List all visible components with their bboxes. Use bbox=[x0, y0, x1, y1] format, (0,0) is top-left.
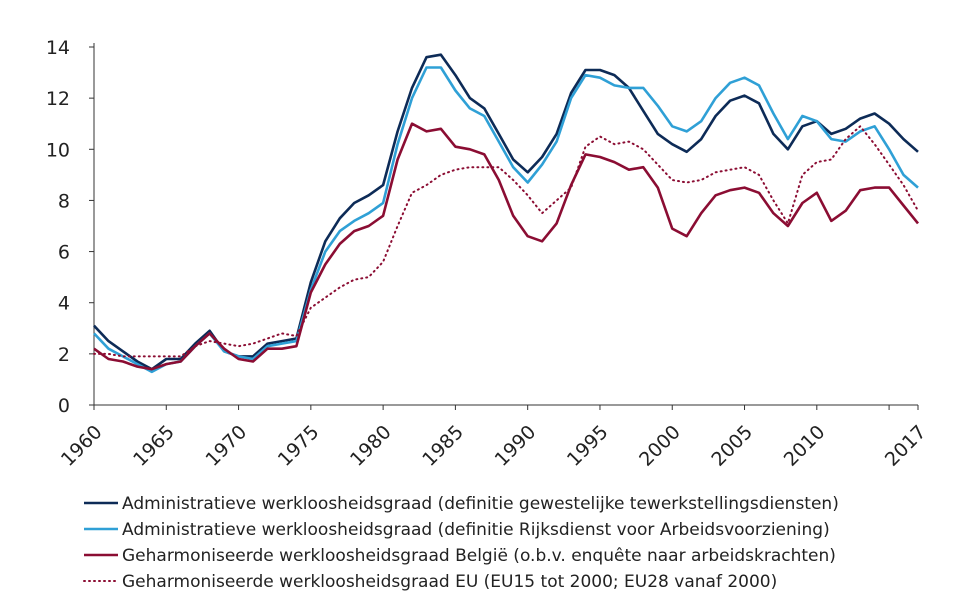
x-tick-label: 1975 bbox=[274, 421, 324, 471]
x-tick-label: 1990 bbox=[491, 421, 541, 471]
legend-label-2: Administratieve werkloosheidsgraad (defi… bbox=[122, 520, 830, 540]
x-tick-label: 1995 bbox=[563, 421, 613, 471]
y-tick-label: 14 bbox=[46, 37, 70, 59]
x-tick-label: 1970 bbox=[201, 421, 251, 471]
y-tick-label: 6 bbox=[58, 242, 70, 264]
x-tick-label: 1985 bbox=[418, 421, 468, 471]
legend-label-4: Geharmoniseerde werkloosheidsgraad EU (E… bbox=[122, 572, 777, 592]
y-tick-label: 10 bbox=[46, 139, 70, 161]
y-tick-label: 8 bbox=[58, 190, 70, 212]
y-tick-label: 0 bbox=[58, 395, 70, 417]
x-tick-label: 2010 bbox=[780, 421, 830, 471]
series-line-3 bbox=[93, 122, 920, 371]
legend-label-1: Administratieve werkloosheidsgraad (defi… bbox=[122, 494, 839, 514]
y-tick-label: 12 bbox=[46, 88, 70, 110]
x-tick-label: 1980 bbox=[346, 421, 396, 471]
legend-label-3: Geharmoniseerde werkloosheidsgraad Belgi… bbox=[122, 546, 836, 566]
series-line-2 bbox=[93, 66, 919, 374]
x-tick-label: 2005 bbox=[707, 421, 757, 471]
series-lines bbox=[93, 53, 920, 374]
x-tick-label: 1960 bbox=[57, 421, 107, 471]
x-tick-label: 2000 bbox=[635, 421, 685, 471]
series-line-4 bbox=[93, 125, 919, 358]
x-tick-label: 1965 bbox=[129, 421, 179, 471]
axes: 0 2 4 6 8 10 12 14 1960 1965 1970 1975 1980 1985 1990 1… bbox=[46, 37, 931, 471]
series-line-1 bbox=[93, 53, 919, 371]
legend: Administratieve werkloosheidsgraad (defi… bbox=[83, 494, 839, 592]
x-tick-label: 2017 bbox=[881, 421, 931, 471]
y-tick-label: 2 bbox=[58, 344, 70, 366]
y-tick-label: 4 bbox=[58, 293, 70, 315]
